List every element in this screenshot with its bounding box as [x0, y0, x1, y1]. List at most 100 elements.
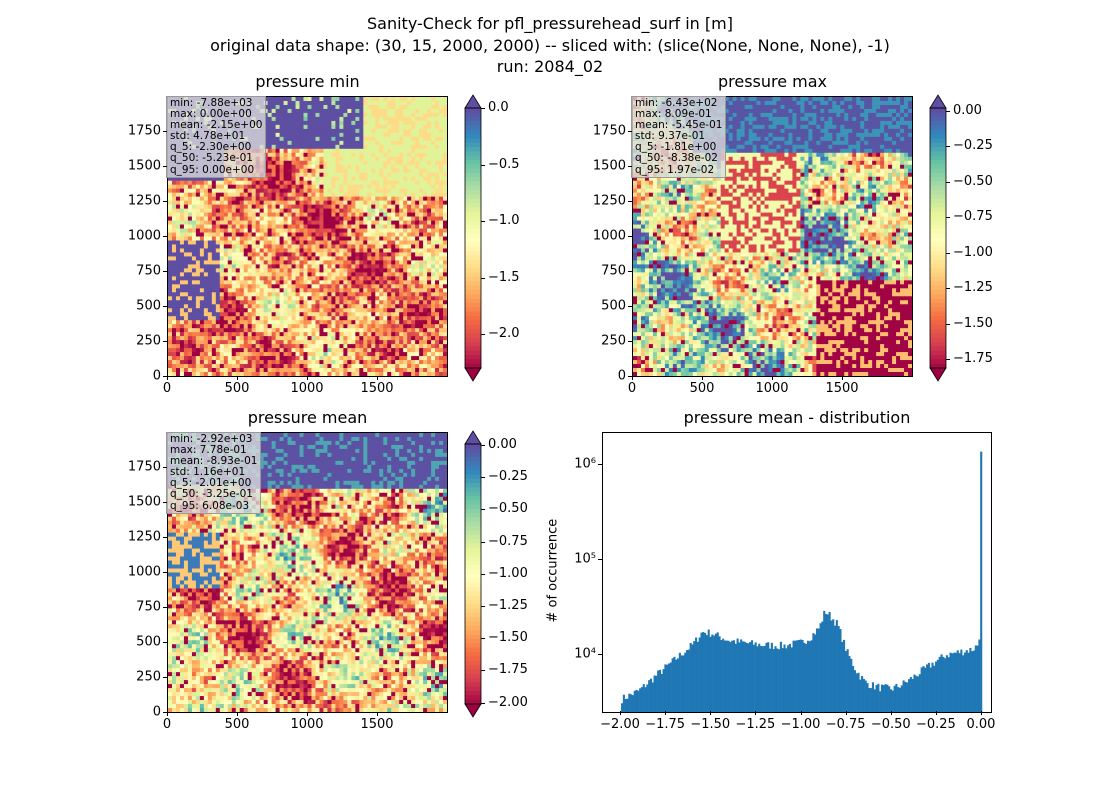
heatmap-cell [395, 340, 400, 345]
heatmap-cell [335, 336, 340, 341]
heatmap-cell [391, 328, 396, 333]
heatmap-cell [239, 288, 245, 293]
heatmap-cell [347, 256, 352, 262]
heatmap-cell [283, 124, 289, 130]
heatmap-cell [243, 228, 249, 234]
heatmap-cell [443, 252, 447, 258]
heatmap-pressure-min-image [168, 97, 447, 376]
heatmap-cell [359, 276, 364, 281]
heatmap-cell [395, 212, 400, 218]
heatmap-cell [199, 348, 205, 353]
heatmap-cell [359, 148, 364, 154]
heatmap-cell [411, 244, 416, 250]
heatmap-cell [175, 316, 181, 321]
heatmap-cell [327, 280, 333, 285]
heatmap-cell [191, 216, 197, 222]
heatmap-cell [231, 336, 237, 341]
heatmap-cell [199, 288, 205, 293]
heatmap-cell [351, 228, 356, 234]
heatmap-cell [279, 328, 285, 333]
heatmap-cell [291, 300, 297, 305]
heatmap-cell [259, 348, 265, 353]
heatmap-cell [223, 356, 229, 361]
heatmap-cell [383, 196, 388, 202]
heatmap-cell [287, 148, 293, 154]
heatmap-cell [207, 304, 213, 309]
heatmap-cell [223, 268, 229, 273]
heatmap-cell [363, 240, 368, 246]
heatmap-cell [307, 104, 313, 110]
heatmap-cell [168, 200, 173, 206]
heatmap-cell [379, 168, 384, 174]
heatmap-cell [375, 140, 380, 146]
heatmap-cell [419, 196, 424, 202]
heatmap-cell [231, 352, 237, 357]
heatmap-cell [335, 124, 340, 130]
heatmap-cell [211, 236, 217, 242]
heatmap-cell [375, 120, 380, 126]
heatmap-cell [235, 260, 241, 265]
heatmap-cell [355, 208, 360, 214]
heatmap-cell [179, 280, 185, 285]
heatmap-cell [435, 324, 440, 329]
heatmap-cell [407, 176, 412, 182]
heatmap-cell [351, 192, 356, 198]
heatmap-cell [427, 188, 432, 194]
heatmap-cell [371, 272, 376, 277]
heatmap-cell [307, 156, 313, 162]
heatmap-cell [323, 304, 329, 309]
heatmap-cell [327, 276, 333, 281]
heatmap-cell [343, 208, 348, 214]
heatmap-cell [168, 304, 173, 309]
heatmap-cell [291, 260, 297, 265]
heatmap-cell [279, 332, 285, 337]
heatmap-cell [271, 224, 277, 230]
heatmap-cell [323, 180, 329, 186]
heatmap-cell [431, 108, 436, 114]
heatmap-cell [307, 284, 313, 289]
heatmap-cell [375, 220, 380, 226]
heatmap-cell [315, 160, 321, 166]
heatmap-cell [427, 228, 432, 234]
heatmap-cell [395, 364, 400, 369]
heatmap-cell [327, 356, 333, 361]
heatmap-cell [175, 300, 181, 305]
heatmap-cell [187, 344, 193, 349]
heatmap-cell [207, 244, 213, 250]
heatmap-cell [247, 272, 253, 277]
heatmap-cell [223, 228, 229, 234]
heatmap-cell [335, 348, 340, 353]
heatmap-cell [347, 112, 352, 118]
heatmap-cell [439, 300, 444, 305]
heatmap-cell [235, 236, 241, 242]
heatmap-cell [267, 320, 273, 325]
heatmap-cell [275, 348, 281, 353]
heatmap-cell [307, 360, 313, 365]
heatmap-cell [379, 176, 384, 182]
heatmap-cell [251, 280, 257, 285]
heatmap-cell [323, 220, 329, 226]
heatmap-cell [339, 300, 344, 305]
heatmap-cell [419, 152, 424, 158]
heatmap-cell [411, 284, 416, 289]
heatmap-cell [195, 272, 201, 277]
heatmap-cell [435, 300, 440, 305]
heatmap-cell [303, 124, 309, 130]
heatmap-cell [383, 180, 388, 186]
heatmap-cell [315, 296, 321, 301]
heatmap-cell [371, 280, 376, 285]
heatmap-cell [423, 188, 428, 194]
heatmap-cell [247, 340, 253, 345]
heatmap-cell [183, 292, 189, 297]
heatmap-cell [211, 180, 217, 186]
heatmap-cell [295, 152, 301, 158]
heatmap-cell [419, 360, 424, 365]
heatmap-cell [415, 324, 420, 329]
heatmap-cell [343, 300, 348, 305]
heatmap-cell [315, 208, 321, 214]
heatmap-cell [263, 336, 269, 341]
heatmap-cell [247, 208, 253, 214]
heatmap-cell [215, 272, 221, 277]
heatmap-cell [387, 260, 392, 265]
heatmap-cell [343, 268, 348, 273]
